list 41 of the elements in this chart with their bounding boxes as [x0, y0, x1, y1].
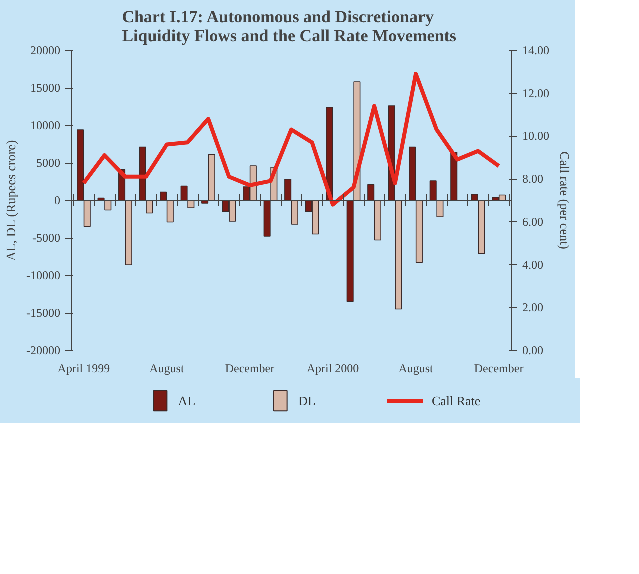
y2-axis-title: Call rate (per cent) — [558, 152, 572, 250]
bar — [368, 184, 375, 201]
y-tick-label: 0 — [54, 194, 60, 208]
legend-label: AL — [178, 394, 196, 408]
y-tick-label: 15000 — [30, 81, 60, 95]
bar — [284, 179, 292, 201]
legend-label: Call Rate — [432, 394, 481, 408]
x-tick-label: April 2000 — [306, 362, 360, 376]
bar — [208, 154, 216, 201]
bar — [409, 146, 416, 201]
legend-label: DL — [298, 394, 316, 408]
y2-tick-label: 0.00 — [522, 344, 544, 358]
y-axis-title: AL, DL (Rupees crore) — [4, 140, 19, 262]
y2-tick-label: 10.00 — [522, 129, 550, 144]
bar — [291, 200, 298, 225]
x-tick-label: August — [398, 362, 434, 376]
y-tick-label: -5000 — [32, 231, 61, 245]
y-tick-label: 20000 — [30, 44, 60, 58]
y2-tick-label: 8.00 — [522, 172, 544, 186]
bar — [416, 200, 423, 264]
bar — [374, 200, 382, 241]
bar — [84, 200, 91, 228]
y2-tick-label: 4.00 — [522, 258, 544, 272]
y2-tick-label: 6.00 — [522, 214, 544, 229]
y-tick-label: -20000 — [26, 344, 61, 358]
y2-tick-label: 12.00 — [522, 86, 550, 100]
line-series — [82, 72, 502, 207]
y2-tick-label: 14.00 — [522, 44, 550, 58]
y-tick-label: -10000 — [26, 268, 61, 282]
y-tick-label: 10000 — [30, 118, 60, 132]
y-tick-label: -15000 — [26, 306, 61, 320]
x-tick-label: December — [225, 362, 275, 376]
y2-tick-label: 2.00 — [522, 300, 544, 315]
bar — [77, 130, 84, 201]
chart-title: Chart I.17: Autonomous and Discretionary Liquidity Flows and the Call Rate Movements — [122, 8, 457, 46]
x-tick-label: April 1999 — [58, 362, 110, 376]
x-tick-label: December — [474, 362, 524, 376]
bar — [166, 200, 174, 223]
x-tick-label: August — [150, 362, 185, 376]
y-tick-label: 5000 — [36, 156, 60, 170]
bar — [125, 200, 132, 266]
